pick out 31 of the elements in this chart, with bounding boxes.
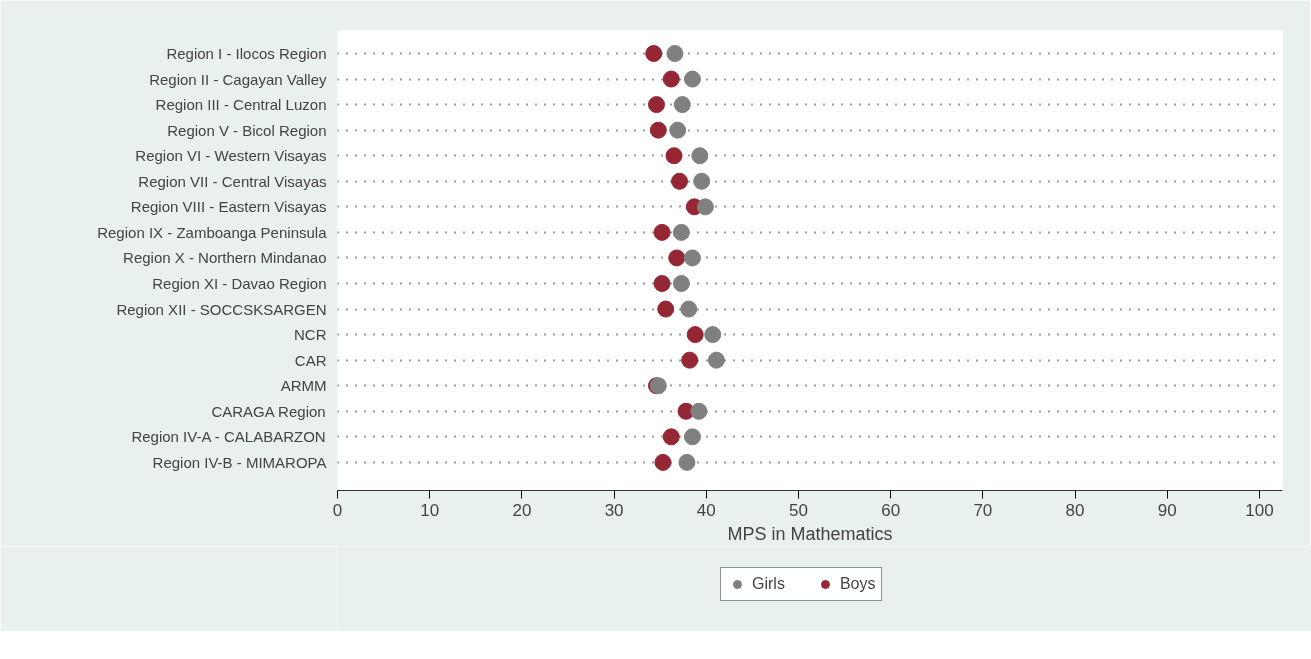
y-tick-label: Region IV-B - MIMAROPA [152, 453, 327, 471]
y-tick-label: NCR [294, 326, 327, 344]
legend-label: Girls [752, 575, 785, 593]
x-tick-label: 90 [1157, 500, 1177, 520]
x-tick-label: 30 [604, 500, 624, 520]
y-tick-label: Region X - Northern Mindanao [123, 249, 327, 267]
x-axis-title: MPS in Mathematics [727, 523, 893, 544]
y-tick-label: Region IV-A - CALABARZON [131, 428, 326, 446]
y-tick-label: Region XI - Davao Region [152, 275, 327, 292]
x-tick-label: 70 [973, 500, 993, 520]
x-tick-label: 40 [696, 500, 716, 520]
x-tick-label: 80 [1065, 500, 1085, 520]
y-tick-label: Region V - Bicol Region [167, 121, 327, 139]
x-tick-label: 60 [881, 500, 901, 520]
y-tick-label: Region IX - Zamboanga Peninsula [97, 223, 328, 241]
y-tick-label: Region I - Ilocos Region [166, 45, 327, 62]
y-tick-label: Region III - Central Luzon [155, 96, 327, 114]
x-tick-label: 20 [512, 500, 532, 520]
legend-label: Boys [839, 575, 876, 593]
x-tick-label: 10 [420, 500, 440, 520]
x-tick-label: 0 [332, 500, 343, 520]
x-tick-label: 100 [1245, 500, 1274, 520]
y-tick-label: CAR [294, 351, 327, 369]
y-tick-label: Region II - Cagayan Valley [149, 70, 327, 88]
y-tick-label: Region VI - Western Visayas [135, 147, 327, 165]
y-tick-label: ARMM [280, 377, 327, 395]
y-tick-label: Region XII - SOCCSKSARGEN [116, 300, 327, 318]
y-tick-label: CARAGA Region [211, 402, 326, 420]
y-tick-label: Region VII - Central Visayas [138, 172, 327, 190]
x-tick-label: 50 [789, 500, 808, 520]
y-tick-label: Region VIII - Eastern Visayas [130, 198, 327, 216]
